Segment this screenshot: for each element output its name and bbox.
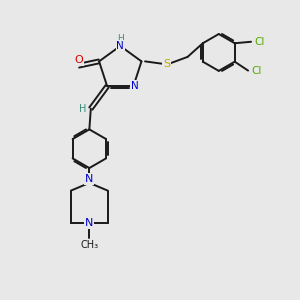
Text: H: H	[79, 103, 86, 114]
Text: N: N	[131, 81, 139, 91]
Text: S: S	[163, 59, 170, 69]
Text: O: O	[74, 56, 83, 65]
Text: N: N	[116, 41, 124, 51]
Text: H: H	[117, 34, 124, 43]
Text: N: N	[85, 174, 94, 184]
Text: CH₃: CH₃	[80, 240, 98, 250]
Text: Cl: Cl	[255, 37, 265, 47]
Text: N: N	[85, 218, 94, 228]
Text: Cl: Cl	[252, 66, 262, 76]
